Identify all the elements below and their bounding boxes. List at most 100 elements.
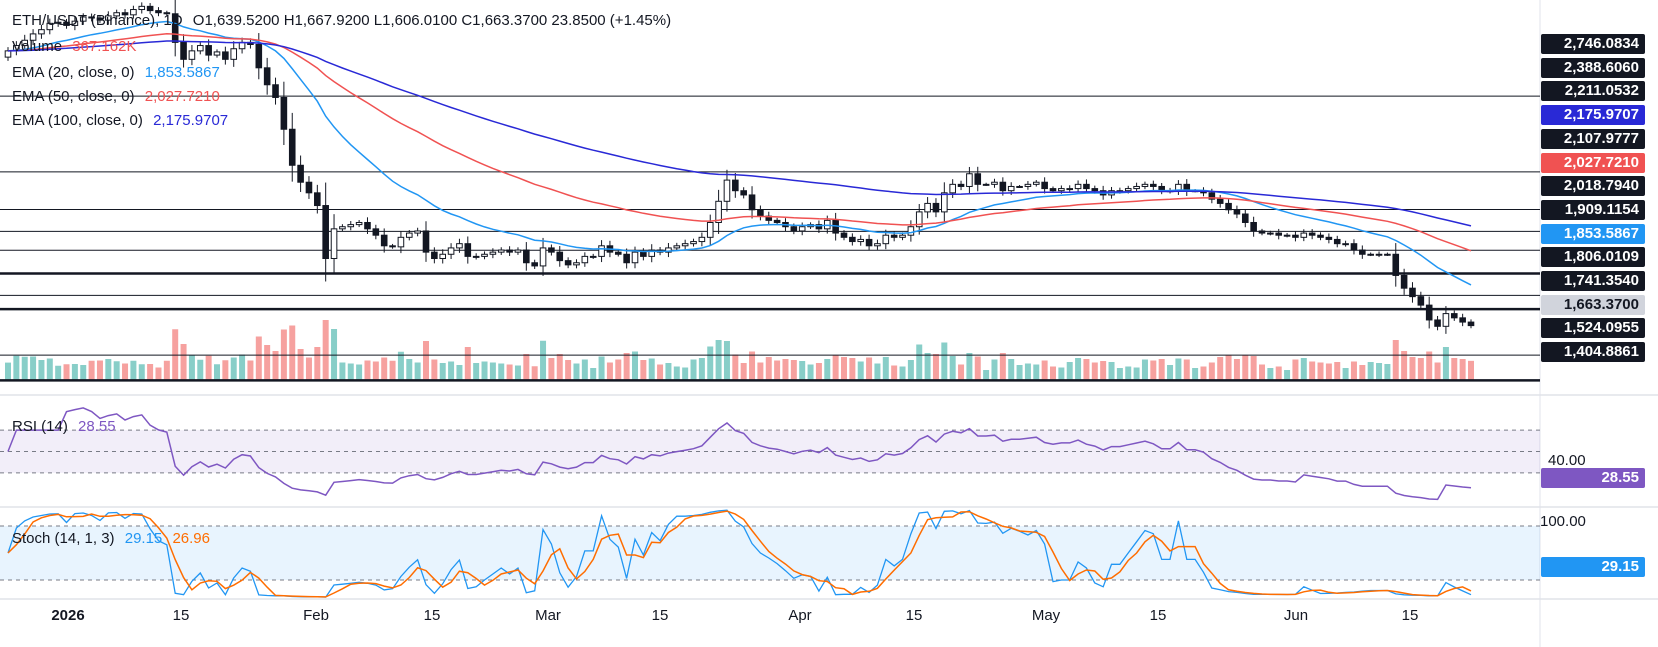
- candle-body: [1049, 188, 1057, 192]
- candle-body: [648, 249, 656, 257]
- candle-body: [556, 251, 564, 262]
- candle-body: [1333, 238, 1341, 245]
- volume-bar: [1158, 359, 1165, 380]
- rsi-line: [7, 407, 1472, 501]
- volume-bar: [1434, 362, 1441, 380]
- candle-body: [1392, 253, 1400, 276]
- candle-body: [180, 41, 187, 60]
- candle-body: [88, 16, 95, 19]
- legend-ema100[interactable]: EMA (100, close, 0) 2,175.9707: [12, 112, 234, 129]
- legend-volume[interactable]: Volume 367.162K: [12, 38, 142, 55]
- volume-bar: [96, 360, 103, 380]
- candle-body: [1459, 317, 1466, 323]
- ema20-value: 1,853.5867: [144, 64, 220, 81]
- volume-bar: [1100, 361, 1107, 380]
- candle-body: [414, 230, 421, 234]
- candle-body: [464, 243, 472, 257]
- candle-body: [188, 50, 196, 60]
- date-axis-label: 15: [172, 607, 190, 624]
- symbol: ETH/USDT (Binance), 1D: [12, 12, 183, 29]
- candle-body: [472, 255, 480, 258]
- candle-body: [1241, 213, 1249, 223]
- candle-body: [263, 67, 271, 86]
- volume-bar: [682, 367, 689, 380]
- volume-bar: [214, 364, 220, 380]
- candle-body: [489, 251, 497, 255]
- volume-bar: [1334, 362, 1341, 380]
- volume-bar: [222, 360, 229, 380]
- volume-bar: [715, 340, 722, 380]
- volume-bar: [799, 361, 806, 380]
- candle-body: [213, 51, 221, 56]
- candles: [4, 0, 1475, 334]
- legend-rsi[interactable]: RSI (14) 28.55: [12, 418, 122, 435]
- volume-bar: [473, 363, 480, 380]
- candle-body: [506, 249, 513, 253]
- volume-bar: [1309, 361, 1316, 380]
- legend-ema50[interactable]: EMA (50, close, 0) 2,027.7210: [12, 88, 226, 105]
- candle-body: [405, 232, 413, 238]
- candle-body: [1124, 188, 1132, 192]
- volume-bar: [347, 363, 354, 380]
- volume-bar: [999, 353, 1006, 380]
- volume-bar: [322, 320, 329, 380]
- volume-bar: [431, 359, 438, 380]
- volume-bar: [874, 363, 881, 380]
- candle-body: [1074, 183, 1082, 190]
- volume-bar: [774, 360, 781, 380]
- volume-bar: [314, 347, 321, 380]
- volume-bar: [1275, 366, 1282, 380]
- stoch-d-line: [7, 510, 1472, 598]
- candle-body: [673, 245, 681, 249]
- candle-body: [681, 243, 689, 247]
- candle-body: [280, 96, 288, 130]
- candle-body: [1058, 188, 1065, 192]
- candle-body: [163, 12, 171, 15]
- volume-bar: [1259, 364, 1265, 380]
- candle-body: [46, 22, 54, 31]
- volume-bar: [1116, 368, 1123, 380]
- candle-body: [1283, 234, 1291, 237]
- candle-body: [155, 10, 162, 14]
- volume-bar: [113, 361, 120, 380]
- volume-bar: [21, 356, 28, 380]
- volume-bar: [1317, 362, 1324, 380]
- volume-bar: [456, 365, 463, 380]
- candle-body: [798, 226, 806, 232]
- legend-ema20[interactable]: EMA (20, close, 0) 1,853.5867: [12, 64, 226, 81]
- price-axis-label-ema100: 2,175.9707: [1541, 105, 1645, 126]
- volume-bar: [464, 347, 471, 380]
- price-axis-label-level: 1,404.8861: [1541, 342, 1645, 363]
- candle-body: [105, 15, 112, 21]
- volume-bar: [966, 353, 973, 380]
- candle-body: [1066, 188, 1074, 191]
- volume-bar: [916, 344, 923, 380]
- volume-bar: [514, 365, 521, 380]
- ema100-label: EMA (100, close, 0): [12, 112, 143, 129]
- volume-bar: [615, 359, 622, 380]
- candle-body: [1225, 202, 1232, 211]
- rsi-axis-level: 40.00: [1548, 452, 1586, 469]
- legend-stoch[interactable]: Stoch (14, 1, 3) 29.15 26.96: [12, 530, 216, 547]
- volume-bar: [673, 366, 680, 380]
- volume-bar: [1175, 358, 1182, 380]
- volume-bar: [1083, 359, 1090, 380]
- candle-body: [389, 245, 396, 248]
- stoch-d-value: 26.96: [172, 530, 210, 547]
- candle-body: [999, 181, 1007, 192]
- volume-bar: [1451, 358, 1458, 380]
- volume-bar: [305, 357, 312, 380]
- ema20-label: EMA (20, close, 0): [12, 64, 135, 81]
- volume-bar: [983, 370, 990, 380]
- candle-body: [380, 234, 388, 247]
- volume-bar: [297, 349, 304, 380]
- volume-bar: [180, 344, 187, 380]
- candle-body: [757, 209, 764, 217]
- volume-bar: [498, 363, 505, 380]
- price-axis-label-last: 1,663.3700: [1541, 294, 1645, 315]
- candle-body: [715, 200, 722, 223]
- candle-body: [790, 226, 798, 232]
- candle-body: [38, 29, 45, 35]
- volume-bar: [122, 363, 129, 380]
